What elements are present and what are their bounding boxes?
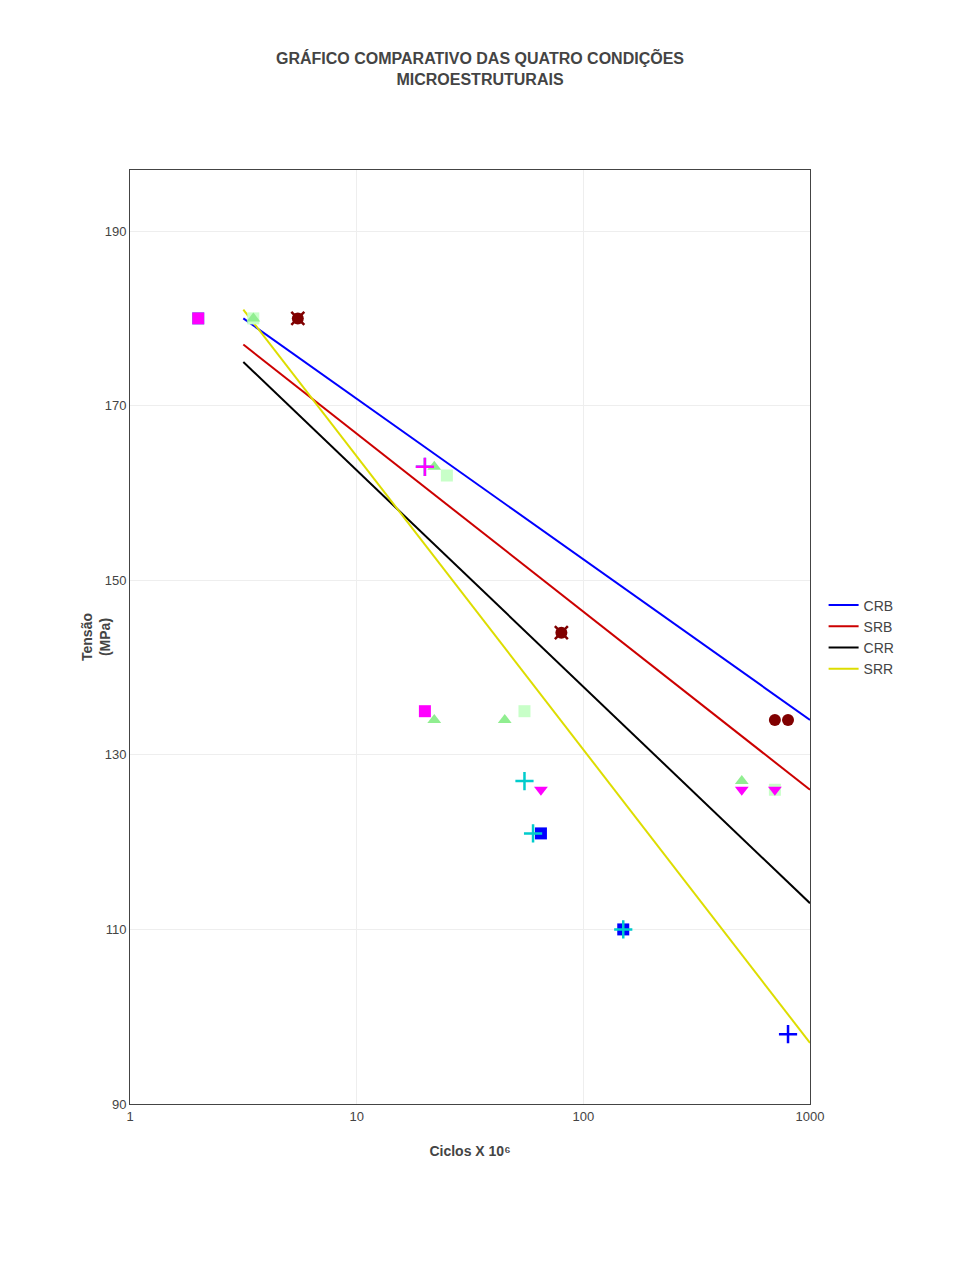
svg-text:100: 100 — [572, 1109, 594, 1124]
svg-text:GRÁFICO COMPARATIVO DAS QUATRO: GRÁFICO COMPARATIVO DAS QUATRO CONDIÇÕES… — [276, 48, 684, 88]
svg-text:130: 130 — [105, 747, 127, 762]
svg-text:CRR: CRR — [864, 640, 894, 656]
svg-text:SRR: SRR — [864, 661, 894, 677]
svg-text:190: 190 — [105, 224, 127, 239]
svg-text:110: 110 — [106, 922, 127, 937]
svg-text:150: 150 — [105, 573, 127, 588]
svg-text:SRB: SRB — [864, 619, 893, 635]
svg-text:170: 170 — [105, 398, 127, 413]
svg-text:90: 90 — [112, 1097, 126, 1112]
svg-text:CRB: CRB — [864, 598, 894, 614]
svg-text:10: 10 — [349, 1109, 363, 1124]
svg-text:1: 1 — [126, 1109, 133, 1124]
svg-text:Tensão(MPa): Tensão(MPa) — [79, 613, 113, 661]
svg-text:1000: 1000 — [796, 1109, 825, 1124]
svg-text:Ciclos X 10⁶: Ciclos X 10⁶ — [429, 1143, 510, 1159]
